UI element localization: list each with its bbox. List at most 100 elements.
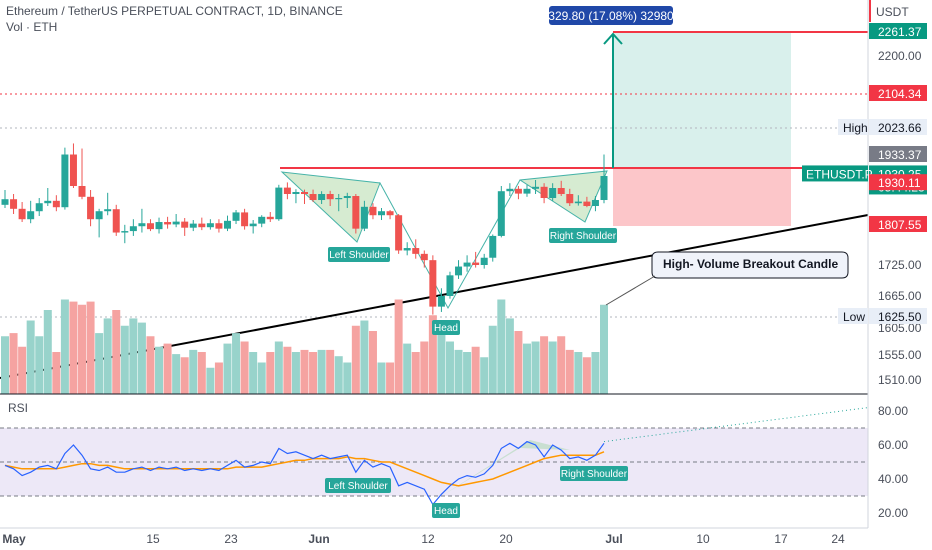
time-tick: 24 (831, 532, 845, 546)
volume-bar (505, 318, 514, 394)
volume-bar (386, 362, 395, 394)
volume-bar (300, 349, 309, 394)
price-tick: 1510.00 (878, 373, 922, 387)
volume-bar (454, 349, 463, 394)
volume-bar (240, 341, 249, 394)
symbol-text: ETHUSDT.P (806, 167, 873, 181)
candle-body (104, 209, 112, 212)
rsi-head-label-box (432, 503, 460, 518)
volume-bar (540, 336, 549, 394)
candle-body (480, 257, 488, 265)
candle-body (463, 262, 471, 267)
time-tick: 23 (224, 532, 238, 546)
candle-body (395, 215, 403, 251)
volume-bar (274, 341, 283, 394)
volume-bar (557, 336, 566, 394)
candle-body (497, 191, 505, 236)
volume-bar (582, 357, 591, 394)
stop-price-box (869, 174, 927, 191)
candle-body (258, 216, 266, 224)
volume-bar (351, 325, 360, 394)
price-tick: 1725.00 (878, 258, 922, 272)
low-caption: Low (843, 310, 865, 324)
rsi-line (4, 440, 605, 506)
volume-bar (343, 362, 352, 394)
volume-bar (69, 301, 78, 394)
volume-bar (43, 310, 52, 394)
candle-body (52, 200, 60, 208)
volume-bar (266, 352, 275, 394)
level-red-price-box (869, 85, 927, 101)
candle-body (35, 203, 43, 212)
low-caption-box (838, 308, 868, 324)
candle-body (352, 196, 360, 229)
volume-bar (591, 352, 600, 394)
candle-body (189, 223, 197, 228)
volume-bar (437, 320, 446, 394)
high-price-text: 2023.66 (878, 121, 922, 135)
candle-body (506, 188, 514, 192)
left-shoulder-label: Left Shoulder (329, 250, 389, 261)
time-tick: 12 (421, 532, 435, 546)
volume-bar (283, 346, 292, 394)
candle-body (301, 192, 308, 195)
candle-body (532, 186, 540, 189)
candle-body (78, 186, 86, 197)
measure-arrow-head (603, 32, 623, 45)
candle-body (309, 194, 317, 201)
candle-body (249, 223, 257, 227)
candle-body (540, 186, 548, 199)
price-tick: 2200.00 (878, 49, 922, 63)
symbol-box (802, 165, 868, 182)
head-label-box (432, 320, 460, 335)
candle-body (155, 222, 163, 230)
volume-bar (60, 299, 69, 394)
volume-bar (249, 352, 258, 394)
volume-bar (531, 341, 540, 394)
volume-bar (52, 352, 61, 394)
time-tick: May (2, 532, 26, 546)
volume-bar (445, 341, 454, 394)
candle-body (360, 206, 368, 229)
volume-bar (232, 333, 241, 394)
volume-bar (368, 331, 377, 394)
candle-body (514, 188, 522, 194)
volume-bar (155, 346, 164, 394)
candle-body (87, 196, 95, 220)
rsi-projection-line (603, 407, 869, 443)
candle-body (232, 212, 240, 221)
stop-zone (613, 168, 791, 226)
volume-bar (35, 336, 44, 394)
volume-bar (377, 362, 386, 394)
candle-body (420, 253, 428, 261)
volume-bar (411, 352, 420, 394)
rsi-head-label: Head (434, 506, 458, 517)
high-price-box (869, 119, 927, 135)
time-tick: Jul (605, 532, 622, 546)
volume-bar (488, 325, 497, 394)
rsi-left-shoulder-label: Left Shoulder (328, 481, 388, 492)
candle-body (412, 248, 420, 254)
time-tick: 10 (696, 532, 710, 546)
candle-body (335, 198, 343, 200)
candle-body (455, 266, 463, 276)
candle-body (591, 200, 599, 207)
head-shoulders-pattern (280, 170, 608, 310)
volume-bar (9, 333, 18, 394)
candle-body (198, 223, 206, 228)
candle-body (1, 199, 9, 205)
volume-bar (317, 349, 326, 394)
candle-body (172, 221, 180, 225)
callout-box (651, 251, 849, 279)
price-tick: 1665.00 (878, 289, 922, 303)
candle-body (146, 223, 154, 230)
volume-bar (197, 352, 206, 394)
volume-bar (120, 325, 129, 394)
rsi-tick: 40.00 (878, 472, 908, 486)
volume-label: Vol · ETH (6, 20, 58, 34)
candle-body (318, 194, 326, 201)
candle-body (446, 275, 454, 296)
candle-body (403, 248, 411, 251)
